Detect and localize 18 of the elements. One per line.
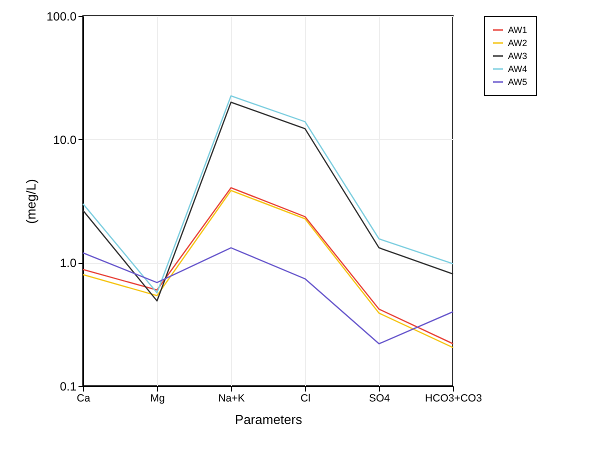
x-tick-label: Mg bbox=[150, 392, 165, 404]
legend-label: AW2 bbox=[508, 38, 528, 48]
legend-label: AW5 bbox=[508, 77, 528, 87]
y-tick-label: 1.0 bbox=[60, 256, 77, 270]
x-tick-label: Cl bbox=[300, 392, 310, 404]
legend-label: AW1 bbox=[508, 25, 528, 35]
line-series bbox=[82, 247, 454, 344]
y-tick-label: 10.0 bbox=[53, 132, 77, 147]
x-tick-label: SO4 bbox=[368, 392, 390, 404]
x-tick-label: Ca bbox=[76, 392, 90, 404]
x-axis-title: Parameters bbox=[234, 412, 303, 427]
legend-label: AW4 bbox=[508, 64, 528, 74]
y-tick-label: 100.0 bbox=[46, 10, 77, 24]
y-axis-title: (meg/L) bbox=[23, 179, 38, 224]
legend-label: AW3 bbox=[508, 51, 528, 61]
x-tick-label: Na+K bbox=[218, 392, 245, 404]
y-tick-label: 0.1 bbox=[60, 380, 77, 394]
x-tick-label: HCO3+CO3 bbox=[425, 392, 482, 404]
